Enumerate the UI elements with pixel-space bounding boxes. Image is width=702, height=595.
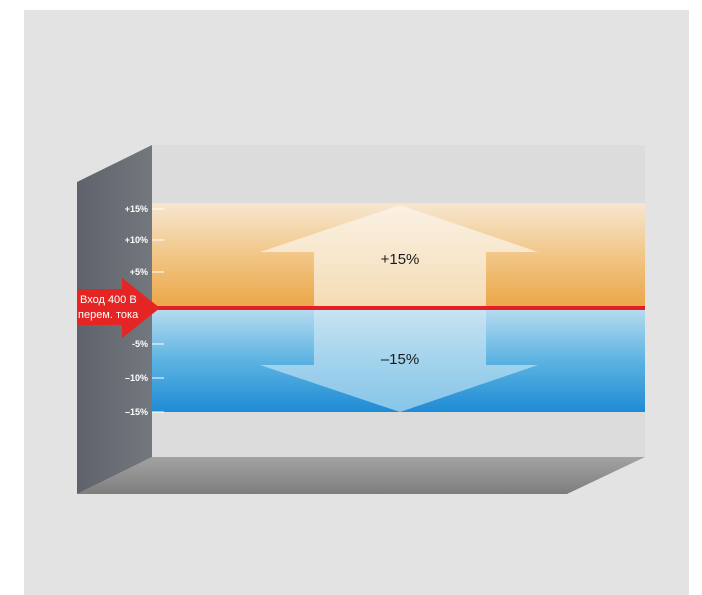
input-label-line2: перем. тока	[78, 309, 139, 321]
upper-band-arrow	[260, 205, 538, 309]
tick-label-plus-5: +5%	[130, 267, 148, 277]
tick-marks	[152, 208, 164, 413]
tick-label-minus-10: –10%	[125, 373, 148, 383]
input-label-line1: Вход 400 В	[80, 294, 137, 306]
nominal-input-line	[152, 306, 645, 310]
box-floor	[77, 457, 645, 494]
tick-label-minus-5: -5%	[132, 339, 148, 349]
tick-label-plus-15: +15%	[125, 204, 148, 214]
input-arrow	[77, 278, 160, 338]
tick-label-minus-15: –15%	[125, 407, 148, 417]
tick-label-plus-10: +10%	[125, 235, 148, 245]
lower-band-label: –15%	[381, 351, 419, 368]
lower-band-arrow	[260, 309, 538, 412]
upper-band-label: +15%	[381, 251, 420, 268]
